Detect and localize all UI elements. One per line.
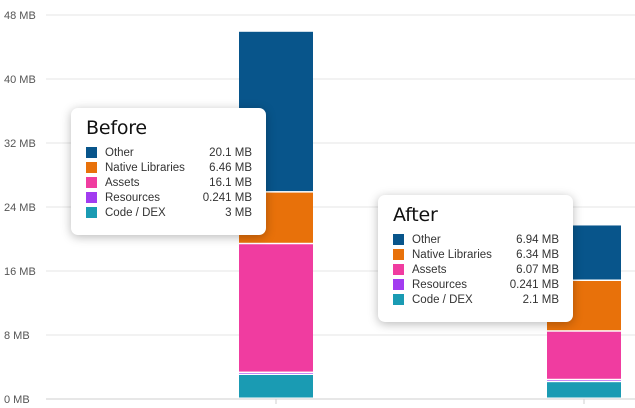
tooltip-series-value: 20.1 MB [209,146,252,159]
tooltip-series-name: Other [412,233,441,246]
tooltip-series-name: Code / DEX [105,206,166,219]
tooltip-series-value: 6.07 MB [516,263,559,276]
tooltip-series-name: Other [105,146,134,159]
tooltip-series-value: 2.1 MB [522,293,559,306]
tooltip-row: Native Libraries 6.46 MB [86,160,252,175]
legend-swatch [393,234,404,245]
y-tick-label: 40 MB [4,74,36,86]
legend-swatch [393,294,404,305]
tooltip-series-value: 6.34 MB [516,248,559,261]
legend-swatch [393,249,404,260]
bar-segment-code-dex-before[interactable] [239,375,313,398]
bar-segment-assets-after[interactable] [547,331,621,379]
tooltip-title: After [393,204,438,226]
legend-swatch [86,162,97,173]
bar-segment-assets-before[interactable] [239,244,313,372]
tooltip-series-name: Resources [412,278,467,291]
bar-segment-resources-after[interactable] [547,380,621,381]
tooltip-row: Code / DEX 2.1 MB [393,292,559,307]
tooltip-row: Resources 0.241 MB [393,277,559,292]
y-tick-label: 8 MB [4,330,30,342]
y-tick-label: 48 MB [4,10,36,22]
tooltip-row: Code / DEX 3 MB [86,205,252,220]
y-tick-label: 32 MB [4,138,36,150]
legend-swatch [86,207,97,218]
bar-segment-code-dex-after[interactable] [547,382,621,398]
tooltip-after: After Other 6.94 MB Native Libraries 6.34 M… [378,195,573,322]
tooltip-series-value: 3 MB [225,206,252,219]
y-tick-label: 0 MB [4,394,30,406]
y-tick-label: 24 MB [4,202,36,214]
legend-swatch [393,264,404,275]
tooltip-series-value: 0.241 MB [202,191,252,204]
tooltip-series-name: Assets [105,176,140,189]
tooltip-series-name: Code / DEX [412,293,473,306]
tooltip-series-value: 6.46 MB [209,161,252,174]
bar-segment-resources-before[interactable] [239,373,313,374]
tooltip-row: Assets 16.1 MB [86,175,252,190]
tooltip-row: Native Libraries 6.34 MB [393,247,559,262]
tooltip-series-name: Native Libraries [105,161,185,174]
tooltip-series-name: Native Libraries [412,248,492,261]
tooltip-row: Assets 6.07 MB [393,262,559,277]
y-axis-tick-labels: 0 MB 8 MB 16 MB 24 MB 32 MB 40 MB 48 MB [4,10,36,406]
tooltip-row: Resources 0.241 MB [86,190,252,205]
y-tick-label: 16 MB [4,266,36,278]
tooltip-series-value: 0.241 MB [509,278,559,291]
tooltip-row: Other 6.94 MB [393,232,559,247]
tooltip-title: Before [86,117,147,139]
tooltip-series-value: 16.1 MB [209,176,252,189]
legend-swatch [393,279,404,290]
x-axis-tick-marks [275,399,585,404]
legend-swatch [86,147,97,158]
legend-swatch [86,177,97,188]
legend-swatch [86,192,97,203]
tooltip-series-name: Assets [412,263,447,276]
tooltip-row: Other 20.1 MB [86,145,252,160]
tooltip-before: Before Other 20.1 MB Native Libraries 6.46 … [71,108,266,235]
tooltip-series-value: 6.94 MB [516,233,559,246]
tooltip-series-name: Resources [105,191,160,204]
